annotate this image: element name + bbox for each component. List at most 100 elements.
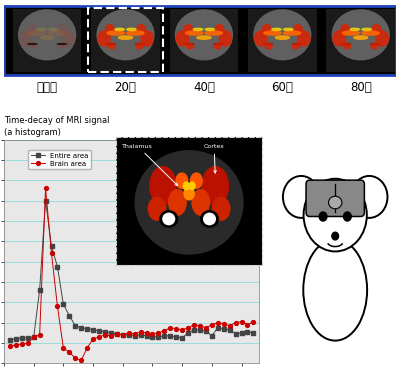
- Brain area: [233, 320, 238, 325]
- Circle shape: [118, 36, 132, 39]
- Entire area: [132, 334, 137, 338]
- Ellipse shape: [213, 42, 222, 50]
- Entire area: [156, 335, 161, 339]
- Brain area: [198, 323, 202, 328]
- Entire area: [150, 335, 155, 339]
- Brain area: [144, 331, 149, 335]
- Circle shape: [29, 31, 46, 35]
- Ellipse shape: [135, 43, 146, 45]
- FancyBboxPatch shape: [91, 9, 160, 72]
- Entire area: [215, 326, 220, 330]
- Ellipse shape: [183, 24, 193, 35]
- Ellipse shape: [340, 43, 351, 45]
- Ellipse shape: [105, 24, 115, 35]
- Brain area: [138, 330, 143, 334]
- Ellipse shape: [184, 43, 194, 45]
- Entire area: [49, 244, 54, 248]
- Entire area: [126, 333, 131, 337]
- Ellipse shape: [27, 43, 38, 45]
- Line: Brain area: Brain area: [8, 186, 255, 362]
- Ellipse shape: [19, 30, 32, 47]
- Entire area: [37, 288, 42, 292]
- Entire area: [186, 331, 190, 335]
- Brain area: [79, 358, 84, 363]
- Brain area: [192, 323, 196, 327]
- Brain area: [245, 323, 250, 327]
- Ellipse shape: [18, 9, 76, 61]
- Ellipse shape: [264, 42, 273, 50]
- Ellipse shape: [293, 24, 303, 35]
- Ellipse shape: [332, 30, 346, 47]
- Ellipse shape: [135, 42, 144, 50]
- Brain area: [97, 335, 102, 339]
- Circle shape: [342, 31, 360, 35]
- Entire area: [43, 199, 48, 203]
- Circle shape: [127, 31, 144, 35]
- Entire area: [120, 333, 125, 337]
- Circle shape: [205, 28, 214, 30]
- FancyBboxPatch shape: [13, 9, 82, 72]
- Brain area: [31, 335, 36, 339]
- Text: Time-decay of MRI signal
(a histogram): Time-decay of MRI signal (a histogram): [4, 116, 110, 137]
- Circle shape: [264, 31, 281, 35]
- Entire area: [221, 327, 226, 331]
- Ellipse shape: [219, 30, 232, 47]
- Circle shape: [362, 31, 379, 35]
- Ellipse shape: [376, 30, 389, 47]
- Entire area: [85, 327, 90, 331]
- Ellipse shape: [370, 42, 379, 50]
- Ellipse shape: [262, 24, 272, 35]
- Brain area: [227, 323, 232, 328]
- Circle shape: [205, 31, 222, 35]
- Ellipse shape: [213, 43, 224, 45]
- Text: 40秒: 40秒: [193, 81, 215, 94]
- Circle shape: [115, 28, 124, 30]
- Text: 20秒: 20秒: [114, 81, 136, 94]
- Brain area: [126, 331, 131, 335]
- Ellipse shape: [97, 30, 111, 47]
- Ellipse shape: [108, 42, 116, 50]
- Ellipse shape: [136, 24, 146, 35]
- Entire area: [61, 302, 66, 306]
- Entire area: [251, 331, 256, 335]
- Brain area: [14, 343, 18, 347]
- Entire area: [114, 332, 119, 336]
- Brain area: [180, 328, 184, 332]
- Entire area: [245, 330, 250, 334]
- Entire area: [239, 331, 244, 335]
- Entire area: [174, 335, 179, 339]
- Entire area: [14, 337, 18, 341]
- Legend: Entire area, Brain area: Entire area, Brain area: [28, 150, 91, 170]
- Text: 60秒: 60秒: [271, 81, 293, 94]
- Ellipse shape: [262, 43, 273, 45]
- Entire area: [210, 334, 214, 338]
- Entire area: [67, 313, 72, 318]
- Circle shape: [354, 36, 368, 39]
- Entire area: [8, 338, 12, 342]
- Brain area: [156, 331, 161, 335]
- Brain area: [150, 332, 155, 336]
- Ellipse shape: [343, 42, 351, 50]
- Brain area: [215, 320, 220, 325]
- Ellipse shape: [372, 24, 381, 35]
- Ellipse shape: [62, 30, 76, 47]
- Ellipse shape: [140, 30, 154, 47]
- Entire area: [91, 328, 96, 332]
- Circle shape: [304, 179, 367, 251]
- Ellipse shape: [292, 42, 300, 50]
- Brain area: [108, 334, 113, 338]
- Brain area: [43, 186, 48, 190]
- Circle shape: [36, 28, 46, 30]
- Circle shape: [186, 31, 203, 35]
- Ellipse shape: [29, 42, 38, 50]
- Brain area: [85, 346, 90, 350]
- Brain area: [251, 319, 256, 324]
- Circle shape: [284, 31, 301, 35]
- Circle shape: [283, 176, 319, 218]
- Brain area: [174, 327, 179, 331]
- Circle shape: [350, 28, 360, 30]
- Brain area: [102, 333, 107, 337]
- Ellipse shape: [297, 30, 311, 47]
- Entire area: [97, 328, 102, 333]
- Entire area: [138, 333, 143, 337]
